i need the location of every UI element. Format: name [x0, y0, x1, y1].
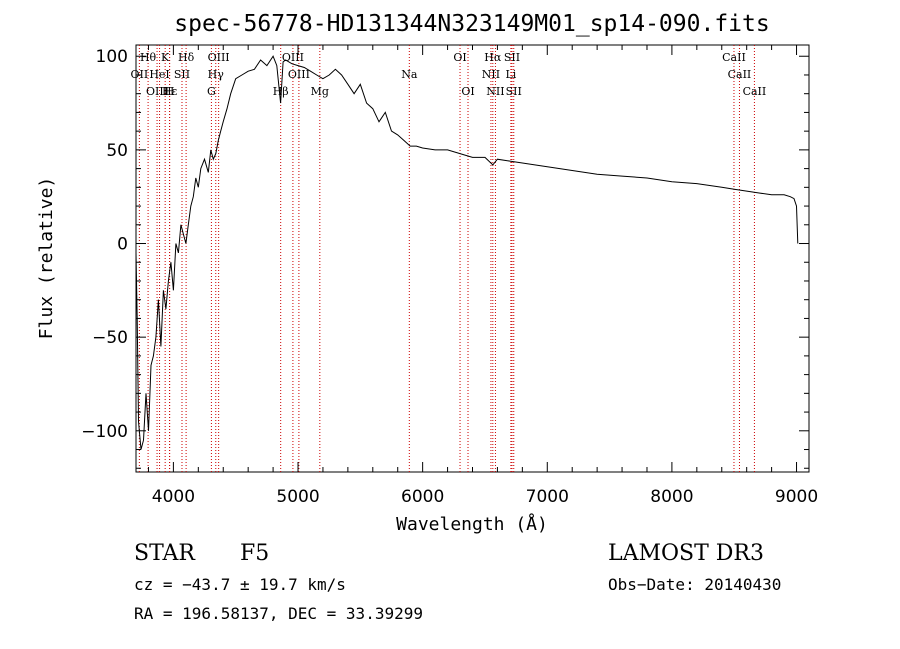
chart-title: spec-56778-HD131344N323149M01_sp14-090.f…	[174, 11, 769, 37]
x-axis-label: Wavelength (Å)	[396, 513, 548, 535]
line-marker-label: Hδ	[178, 51, 195, 64]
x-tick-label: 8000	[650, 487, 693, 507]
line-marker-label: Hα	[484, 51, 502, 64]
sky-coordinates: RA = 196.58137, DEC = 33.39299	[134, 604, 423, 623]
line-marker-label: NII	[482, 68, 500, 81]
line-marker-label: Hβ	[273, 85, 289, 98]
y-axis-ticks: −100 −50 0 50 100	[81, 47, 809, 469]
plot-frame	[135, 44, 810, 473]
line-marker-label: Li	[505, 68, 516, 81]
survey-name: LAMOST DR3	[608, 541, 764, 566]
line-marker-label: K	[161, 51, 170, 64]
line-marker-label: HeI	[149, 68, 169, 81]
line-marker-label: CaII	[728, 68, 752, 81]
line-marker-label: CaII	[743, 85, 767, 98]
line-marker-label: G	[207, 85, 216, 98]
x-axis-ticks: 4000 5000 6000 7000 8000 9000	[147, 45, 818, 507]
line-marker-label: Hε	[162, 85, 178, 98]
line-marker-label: Mg	[311, 85, 329, 98]
y-tick-label: −100	[81, 422, 128, 442]
line-marker-label: OIII	[288, 68, 310, 81]
redshift-velocity: cz = −43.7 ± 19.7 km/s	[134, 575, 346, 594]
line-marker-label: OI	[461, 85, 474, 98]
line-marker-label: SII	[504, 51, 520, 64]
y-tick-label: −50	[92, 328, 128, 348]
line-marker-label: NII	[486, 85, 504, 98]
line-marker-label: CaII	[722, 51, 746, 64]
line-marker-label: OIII	[282, 51, 304, 64]
x-tick-label: 5000	[276, 487, 319, 507]
line-marker-label: SII	[506, 85, 522, 98]
line-marker-label: Na	[401, 68, 418, 81]
y-tick-label: 0	[117, 235, 128, 255]
observation-date: Obs−Date: 20140430	[608, 575, 781, 594]
object-class: STAR	[134, 541, 196, 566]
line-marker-label: H	[165, 85, 175, 98]
x-tick-label: 9000	[775, 487, 818, 507]
y-tick-label: 50	[106, 141, 128, 161]
y-tick-label: 100	[96, 47, 128, 67]
x-tick-label: 4000	[152, 487, 195, 507]
line-marker-label: Hθ	[140, 51, 157, 64]
line-marker-label: SII	[174, 68, 190, 81]
line-marker-label: OIII	[146, 85, 168, 98]
x-tick-label: 7000	[526, 487, 569, 507]
emission-line-markers	[138, 45, 755, 472]
line-marker-label: OIII	[208, 51, 230, 64]
y-axis-label: Flux (relative)	[36, 177, 57, 340]
x-tick-label: 6000	[401, 487, 444, 507]
line-marker-label: OI	[453, 51, 466, 64]
spectral-subclass: F5	[240, 541, 269, 566]
spectrum-line	[135, 55, 799, 450]
line-marker-label: Hγ	[208, 68, 225, 81]
